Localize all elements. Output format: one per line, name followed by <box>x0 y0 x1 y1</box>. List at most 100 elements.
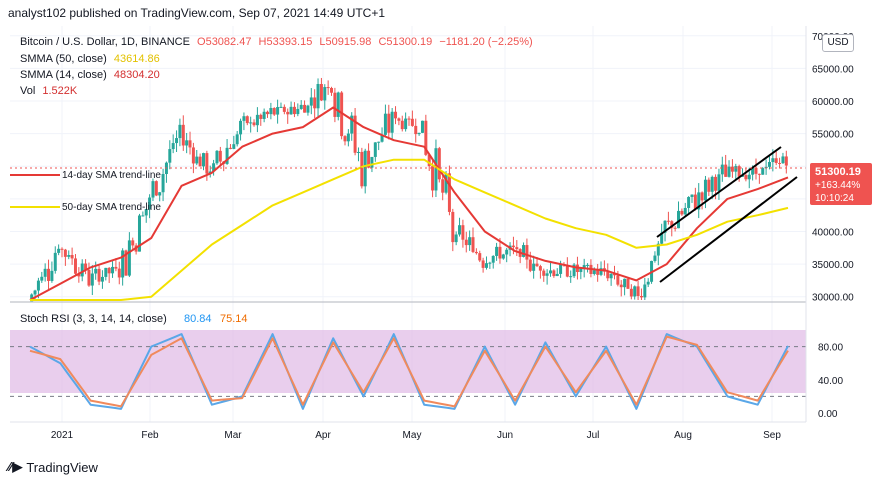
candle-body <box>303 104 307 113</box>
price-tick-label: 35000.00 <box>812 260 854 271</box>
candle-body <box>87 269 91 286</box>
candle-body <box>673 227 677 229</box>
candle-body <box>77 273 81 277</box>
candle-body <box>296 108 300 115</box>
symbol-legend: Bitcoin / U.S. Dollar, 1D, BINANCE O5308… <box>20 36 537 48</box>
candle-body <box>67 255 71 257</box>
candle-body <box>63 249 67 257</box>
candle-body <box>286 111 290 115</box>
candle-body <box>141 215 145 217</box>
stoch-tick-label: 40.00 <box>818 376 843 387</box>
currency-button[interactable]: USD <box>822 34 854 52</box>
candle-body <box>717 174 721 191</box>
stoch-d-value: 75.14 <box>220 313 248 325</box>
candle-body <box>747 174 751 180</box>
candle-body <box>778 162 782 164</box>
sma50-line <box>30 158 789 301</box>
candle-body <box>656 243 660 256</box>
candle-body <box>757 173 761 175</box>
candle-body <box>700 192 704 201</box>
sma14-legend[interactable]: SMMA (14, close) 48304.20 <box>20 69 164 81</box>
candle-body <box>360 151 364 187</box>
candle-body <box>420 120 424 133</box>
candle-body <box>383 113 387 135</box>
candle-body <box>232 144 236 149</box>
change-value: −1181.20 (−2.25%) <box>439 36 533 48</box>
candle-body <box>784 156 788 166</box>
candle-body <box>730 166 734 172</box>
price-tick-label: 55000.00 <box>812 130 854 141</box>
candle-body <box>434 148 438 191</box>
candle-body <box>330 87 334 93</box>
time-tick-label: 2021 <box>51 430 74 441</box>
candle-body <box>542 270 546 276</box>
candle-body <box>754 167 758 174</box>
candle-body <box>767 162 771 167</box>
candle-body <box>474 251 478 254</box>
candle-body <box>424 120 428 155</box>
candle-body <box>333 92 337 117</box>
candle-body <box>380 134 384 142</box>
stoch-tick-label: 0.00 <box>818 409 838 420</box>
candle-body <box>714 176 718 191</box>
candle-body <box>235 134 239 145</box>
candle-body <box>643 284 647 298</box>
time-tick-label: Sep <box>763 430 781 441</box>
candle-body <box>501 254 505 259</box>
candle-body <box>323 87 327 101</box>
candle-body <box>292 106 296 115</box>
candle-body <box>629 288 633 297</box>
candle-body <box>535 263 539 267</box>
publish-header: analyst102 published on TradingView.com,… <box>8 6 386 20</box>
candle-body <box>36 280 40 291</box>
candle-body <box>397 118 401 121</box>
time-tick-label: May <box>403 430 422 441</box>
candle-body <box>340 92 344 137</box>
candle-body <box>677 210 681 229</box>
volume-legend[interactable]: Vol 1.522K <box>20 85 81 97</box>
time-tick-label: Aug <box>674 430 692 441</box>
footer-brand[interactable]: ⁄⁄▶ TradingView <box>8 459 98 475</box>
time-axis: 2021 Feb Mar Apr May Jun Jul Aug Sep <box>51 430 781 441</box>
candle-body <box>33 290 37 295</box>
candle-body <box>148 197 152 210</box>
candle-body <box>545 273 549 276</box>
candle-body <box>252 122 256 126</box>
candle-body <box>639 296 643 298</box>
candle-body <box>158 192 162 196</box>
candle-body <box>491 255 495 263</box>
symbol-name[interactable]: Bitcoin / U.S. Dollar, 1D, BINANCE <box>20 36 190 48</box>
sma14-line <box>29 106 789 301</box>
candle-body <box>343 136 347 142</box>
candle-body <box>390 111 394 133</box>
stoch-label: Stoch RSI (3, 3, 14, 14, close) <box>20 313 167 325</box>
candle-body <box>525 245 529 260</box>
candle-body <box>596 270 600 275</box>
candle-body <box>707 179 711 192</box>
sma50-legend[interactable]: SMMA (50, close) 43614.86 <box>20 53 164 65</box>
candle-body <box>47 268 51 281</box>
candle-body <box>761 168 765 175</box>
sma14-annotation: 14-day SMA trend-line <box>62 170 161 181</box>
candle-body <box>319 83 323 101</box>
candle-body <box>447 173 451 212</box>
candle-body <box>137 215 141 252</box>
sma14-value: 48304.20 <box>113 69 160 81</box>
candle-body <box>548 270 552 274</box>
candle-body <box>201 153 205 167</box>
candle-body <box>683 207 687 215</box>
stoch-k-value: 80.84 <box>184 313 212 325</box>
sma50-annotation: 50-day SMA trend-line <box>62 202 161 213</box>
candle-body <box>626 278 630 289</box>
price-tick-label: 60000.00 <box>812 97 854 108</box>
time-tick-label: Feb <box>141 430 159 441</box>
candle-body <box>60 248 64 250</box>
candle-body <box>370 156 374 168</box>
candle-body <box>609 273 613 279</box>
candle-body <box>751 167 755 175</box>
candle-body <box>781 156 785 164</box>
stoch-d-line <box>29 335 789 408</box>
price-badge <box>810 163 872 205</box>
channel-upper-line <box>656 146 782 238</box>
